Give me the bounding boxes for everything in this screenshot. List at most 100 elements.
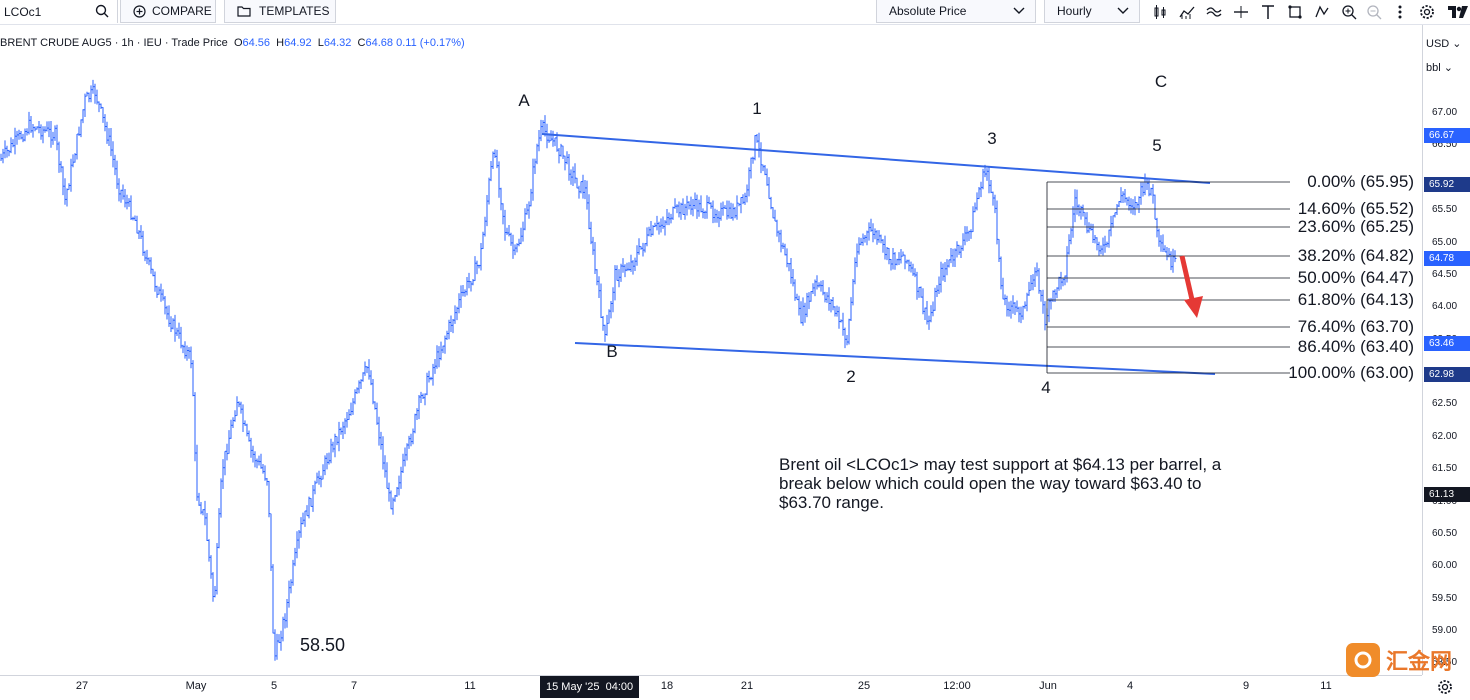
drawing-icon[interactable] <box>1204 2 1224 22</box>
time-axis-label: 9 <box>1242 680 1250 692</box>
settings-gear-icon[interactable] <box>1417 2 1437 22</box>
down-arrow-icon <box>1179 255 1203 318</box>
templates-label: TEMPLATES <box>259 4 330 18</box>
price-axis-label: 64.00 <box>1432 301 1458 313</box>
wave-label-2: 2 <box>846 367 856 386</box>
price-chart[interactable] <box>0 25 1422 675</box>
interval-value: Hourly <box>1057 4 1092 18</box>
chevron-down-icon <box>1117 7 1129 14</box>
fib-level-label: 100.00% (63.00) <box>1288 363 1414 382</box>
price-bars <box>0 79 1177 661</box>
time-cursor-tag: 15 May '25 04:00 <box>540 676 640 698</box>
time-axis-label: May <box>185 680 207 692</box>
text-tool-icon[interactable] <box>1258 2 1278 22</box>
horizontal-line-icon[interactable] <box>1231 2 1251 22</box>
symbol-input[interactable]: LCOc1 <box>4 4 42 19</box>
zoom-out-icon[interactable] <box>1364 2 1384 22</box>
legend-title: BRENT CRUDE AUG5 · 1h · IEU · Trade Pric… <box>0 37 228 49</box>
currency-select[interactable]: USD ⌄ <box>1426 38 1462 50</box>
wave-label-4: 4 <box>1041 378 1051 397</box>
time-axis-label: 21 <box>740 680 754 692</box>
wave-label-b: B <box>606 342 618 361</box>
channel-lines <box>541 133 1216 375</box>
time-axis-label: 11 <box>1320 680 1332 692</box>
fib-level-label: 38.20% (64.82) <box>1297 246 1414 265</box>
price-axis-label: 59.50 <box>1432 592 1458 604</box>
axis-settings-icon[interactable] <box>1437 679 1453 700</box>
chart-legend: BRENT CRUDE AUG5 · 1h · IEU · Trade Pric… <box>0 37 465 49</box>
price-axis-label: 65.00 <box>1432 236 1458 248</box>
legend-close: C64.68 <box>357 37 394 49</box>
price-axis-label: 60.00 <box>1432 560 1458 572</box>
fib-level-label: 86.40% (63.40) <box>1297 337 1414 356</box>
price-axis-tag: 64.78 <box>1424 250 1470 266</box>
folder-icon <box>237 6 251 17</box>
legend-change: 0.11 (+0.17%) <box>396 37 465 49</box>
price-axis-label: 61.50 <box>1432 463 1458 475</box>
symbol-search[interactable]: LCOc1 <box>0 0 118 23</box>
fib-level-label: 14.60% (65.52) <box>1297 199 1414 218</box>
price-axis-tag: 66.67 <box>1424 128 1470 144</box>
price-mode-select[interactable]: Absolute Price <box>876 0 1036 23</box>
interval-select[interactable]: Hourly <box>1044 0 1140 23</box>
wave-label-5: 5 <box>1152 136 1162 155</box>
time-axis[interactable] <box>0 675 1422 700</box>
time-axis-label: 4 <box>1126 680 1134 692</box>
watermark-text: 汇金网 <box>1386 649 1453 674</box>
wave-label-3: 3 <box>987 129 997 148</box>
fib-level-label: 50.00% (64.47) <box>1297 268 1414 287</box>
tradingview-logo-icon <box>1446 2 1470 22</box>
indicators-icon[interactable] <box>1177 2 1197 22</box>
chevron-down-icon <box>1013 7 1025 14</box>
fib-level-label: 0.00% (65.95) <box>1307 172 1414 191</box>
pattern-tool-icon[interactable] <box>1312 2 1332 22</box>
fibonacci-retracement-lines <box>1046 181 1290 374</box>
wave-label-a: A <box>518 91 530 110</box>
price-axis-label: 64.50 <box>1432 268 1458 280</box>
time-axis-label: 12:00 <box>943 680 971 692</box>
legend-open: O64.56 <box>233 37 271 49</box>
price-axis-label: 60.50 <box>1432 527 1458 539</box>
channel-upper-line <box>541 133 1211 184</box>
price-axis-label: 59.00 <box>1432 625 1458 636</box>
price-axis-label: 66.50 <box>1432 139 1458 151</box>
templates-button[interactable]: TEMPLATES <box>224 0 336 23</box>
fib-level-label: 61.80% (64.13) <box>1297 290 1414 309</box>
price-axis-tag: 63.46 <box>1424 336 1470 352</box>
unit-select[interactable]: bbl ⌄ <box>1426 62 1453 74</box>
candles-icon[interactable] <box>1150 2 1170 22</box>
logo-mark-icon <box>1346 643 1380 677</box>
price-axis-tag: 61.13 <box>1424 487 1470 503</box>
price-axis-label: 62.50 <box>1432 398 1458 410</box>
time-axis-label: 11 <box>464 680 476 692</box>
price-axis-label: 65.50 <box>1432 204 1458 216</box>
price-axis-tag: 62.98 <box>1424 367 1470 383</box>
price-axis-label: 67.00 <box>1432 107 1458 118</box>
plus-circle-icon <box>133 4 146 18</box>
legend-low: L64.32 <box>317 37 352 49</box>
low-price-label: 58.50 <box>300 635 346 655</box>
channel-lower-line <box>574 342 1216 375</box>
search-icon[interactable] <box>95 4 109 18</box>
legend-high: H64.92 <box>276 37 312 49</box>
watermark-logo: 汇金网 <box>1346 640 1470 680</box>
time-axis-label: 18 <box>660 680 674 692</box>
time-axis-label: 27 <box>75 680 89 692</box>
top-toolbar: LCOc1 COMPARE TEMPLATES Absolute Price H… <box>0 0 1470 25</box>
time-axis-label: Jun <box>1039 680 1057 692</box>
time-axis-label: 5 <box>270 680 278 692</box>
fib-level-label: 76.40% (63.70) <box>1297 317 1414 336</box>
more-options-icon[interactable] <box>1390 2 1410 22</box>
chevron-down-icon: ⌄ <box>1443 62 1453 74</box>
price-axis-label: 62.00 <box>1432 430 1458 442</box>
compare-label: COMPARE <box>152 4 212 18</box>
wave-label-c: C <box>1154 72 1168 91</box>
price-axis-label: 58.50 <box>1432 657 1458 669</box>
chevron-down-icon: ⌄ <box>1452 38 1462 50</box>
compare-button[interactable]: COMPARE <box>120 0 216 23</box>
zoom-in-icon[interactable] <box>1339 2 1359 22</box>
analysis-note: Brent oil <LCOc1> may test support at $6… <box>779 455 1222 512</box>
wave-label-1: 1 <box>752 99 762 118</box>
rectangle-tool-icon[interactable] <box>1285 2 1305 22</box>
time-axis-label: 7 <box>350 680 358 692</box>
